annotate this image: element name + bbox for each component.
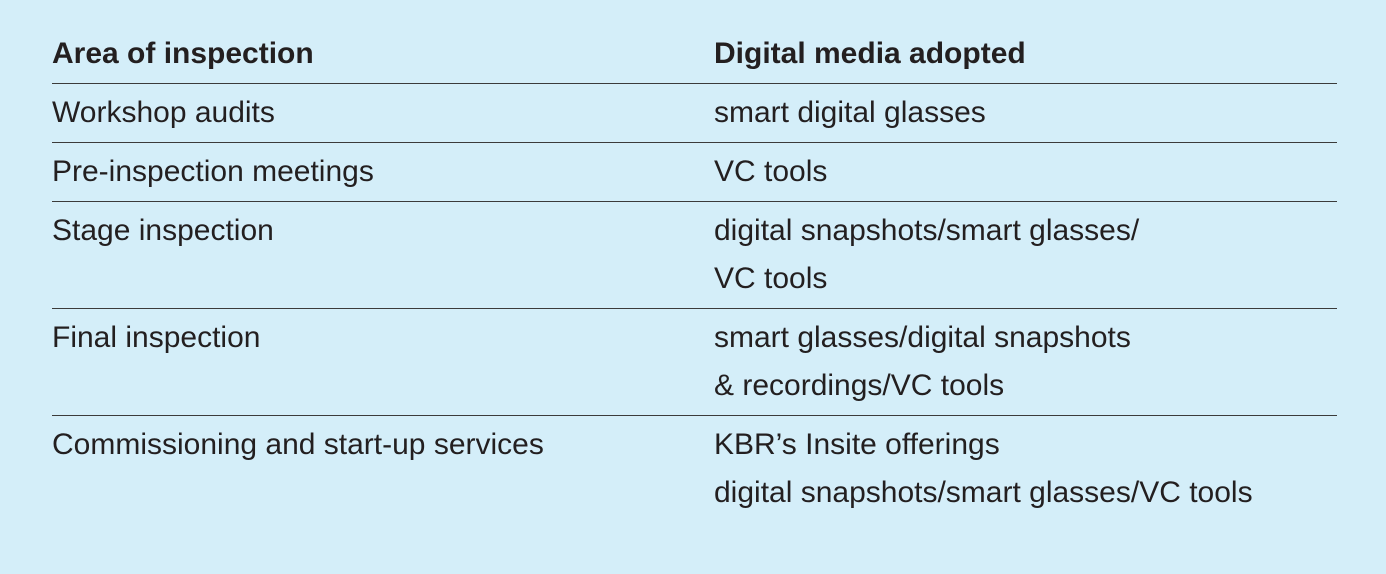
media-line: KBR’s Insite offerings (714, 428, 1000, 461)
column-header-media: Digital media adopted (714, 26, 1337, 84)
area-cell: Commissioning and start-up services (52, 428, 544, 461)
area-cell: Stage inspection (52, 201, 714, 309)
inspection-media-table: Area of inspection Digital media adopted… (52, 26, 1337, 522)
media-cell: smart glasses/digital snapshots & record… (714, 308, 1337, 416)
table-row: Workshop audits smart digital glasses (52, 83, 1337, 143)
media-cell: digital snapshots/smart glasses/ VC tool… (714, 201, 1337, 309)
area-cell: Workshop audits (52, 83, 714, 143)
media-line: smart glasses/digital snapshots (714, 321, 1131, 354)
media-line: digital snapshots/smart glasses/VC tools (714, 476, 1253, 509)
area-cell: Pre-inspection meetings (52, 142, 714, 202)
table-row: Commissioning and start-up services KBR’… (52, 416, 1337, 523)
table-row: Pre-inspection meetings VC tools (52, 142, 1337, 202)
table-header-row: Area of inspection Digital media adopted (52, 26, 1337, 84)
media-cell: smart digital glasses (714, 83, 1337, 143)
media-cell: KBR’s Insite offerings digital snapshots… (714, 416, 1337, 523)
media-line: digital snapshots/smart glasses/ (714, 214, 1140, 247)
media-line: & recordings/VC tools (714, 369, 1005, 402)
media-line: VC tools (714, 155, 828, 188)
media-line: smart digital glasses (714, 96, 986, 129)
media-cell: VC tools (714, 142, 1337, 202)
table-row: Final inspection smart glasses/digital s… (52, 308, 1337, 416)
table-row: Stage inspection digital snapshots/smart… (52, 201, 1337, 309)
column-header-area: Area of inspection (52, 26, 714, 84)
media-line: VC tools (714, 262, 828, 295)
area-cell: Final inspection (52, 308, 714, 416)
